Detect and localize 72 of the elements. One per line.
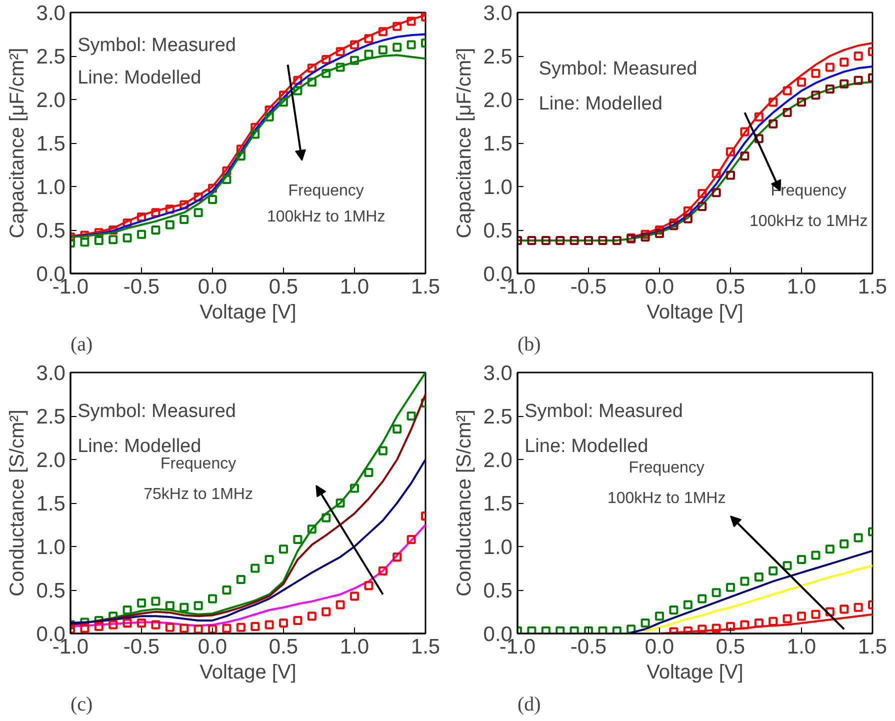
x-axis-title: Voltage [V]: [200, 302, 296, 324]
y-tick-label: 3.0: [483, 2, 513, 25]
y-tick-label: 2.0: [483, 449, 513, 472]
y-tick-label: 1.0: [36, 536, 66, 559]
annotation: Line: Modelled: [538, 93, 662, 114]
y-tick-label: 2.5: [483, 406, 513, 428]
x-tick-label: 1.5: [858, 636, 888, 658]
y-tick-label: 2.0: [36, 89, 66, 112]
y-tick-label: 1.5: [36, 132, 66, 156]
annotation: Symbol: Measured: [78, 401, 236, 422]
x-tick-label: 0.0: [198, 636, 228, 658]
y-tick-label: 0.5: [483, 220, 513, 242]
x-tick-label: 0.5: [268, 276, 298, 298]
annotation: Frequency: [288, 182, 364, 200]
y-tick-label: 3.0: [483, 362, 513, 385]
x-axis-title: Voltage [V]: [646, 662, 744, 684]
y-tick-label: 1.5: [483, 492, 513, 516]
y-axis-title: Conductance [S/cm²]: [453, 410, 476, 596]
text: (d): [518, 694, 541, 716]
y-tick-label: 2.0: [483, 89, 513, 112]
x-tick-label: 0.5: [716, 276, 746, 298]
y-tick-label: 2.5: [483, 46, 513, 68]
annotation: Symbol: Measured: [78, 35, 236, 56]
y-axis-title: Capacitance [μF/cm²]: [6, 48, 28, 238]
y-axis-title: Conductance [S/cm²]: [6, 410, 28, 596]
y-axis-title: Capacitance [μF/cm²]: [453, 48, 476, 238]
y-tick-label: 3.0: [36, 2, 66, 25]
annotation: Frequency: [628, 460, 704, 477]
y-tick-label: 1.5: [36, 492, 66, 516]
annotation: Symbol: Measured: [538, 58, 698, 80]
annotation: 100kHz to 1MHz: [749, 212, 868, 230]
x-tick-label: -0.5: [123, 276, 160, 298]
x-axis-title: Voltage [V]: [646, 302, 744, 324]
annotation: Frequency: [770, 182, 846, 200]
x-tick-label: 0.0: [644, 636, 674, 658]
y-tick-label: 2.5: [36, 46, 66, 68]
y-tick-label: 2.0: [36, 449, 66, 472]
x-tick-label: 0.0: [198, 276, 228, 298]
y-tick-label: 0.5: [36, 220, 66, 242]
y-tick-label: 0.5: [483, 580, 513, 602]
x-tick-label: 1.5: [858, 276, 888, 298]
x-tick-label: 1.5: [410, 636, 440, 658]
annotation: Line: Modelled: [78, 67, 202, 88]
x-tick-label: 1.0: [340, 276, 370, 298]
y-tick-label: 1.5: [483, 132, 513, 156]
y-tick-label: 1.0: [483, 176, 513, 199]
x-tick-label: -0.5: [570, 276, 607, 298]
y-tick-label: 1.0: [36, 176, 66, 199]
x-tick-label: 1.0: [340, 636, 370, 658]
y-tick-label: 3.0: [36, 362, 66, 385]
annotation: 100kHz to 1MHz: [266, 208, 386, 226]
annotation: 75kHz to 1MHz: [144, 486, 253, 503]
annotation: Line: Modelled: [524, 436, 648, 457]
x-tick-label: -0.5: [123, 636, 160, 658]
text: (b): [518, 334, 541, 356]
x-tick-label: 0.0: [644, 276, 674, 298]
annotation: 100kHz to 1MHz: [607, 490, 726, 508]
x-tick-label: 1.0: [786, 276, 816, 298]
y-tick-label: 1.0: [483, 536, 513, 559]
annotation: Frequency: [160, 455, 236, 472]
text: (a): [70, 334, 93, 356]
annotation: Line: Modelled: [78, 436, 202, 457]
annotation: Symbol: Measured: [524, 401, 684, 422]
y-tick-label: 0.5: [36, 580, 66, 602]
x-tick-label: 1.5: [410, 276, 440, 298]
x-tick-label: 1.0: [786, 636, 816, 658]
x-tick-label: 0.5: [268, 636, 298, 658]
x-tick-label: -0.5: [570, 636, 607, 658]
y-tick-label: 2.5: [36, 406, 66, 428]
x-tick-label: 0.5: [716, 636, 746, 658]
text: (c): [70, 694, 93, 716]
x-axis-title: Voltage [V]: [200, 662, 296, 684]
